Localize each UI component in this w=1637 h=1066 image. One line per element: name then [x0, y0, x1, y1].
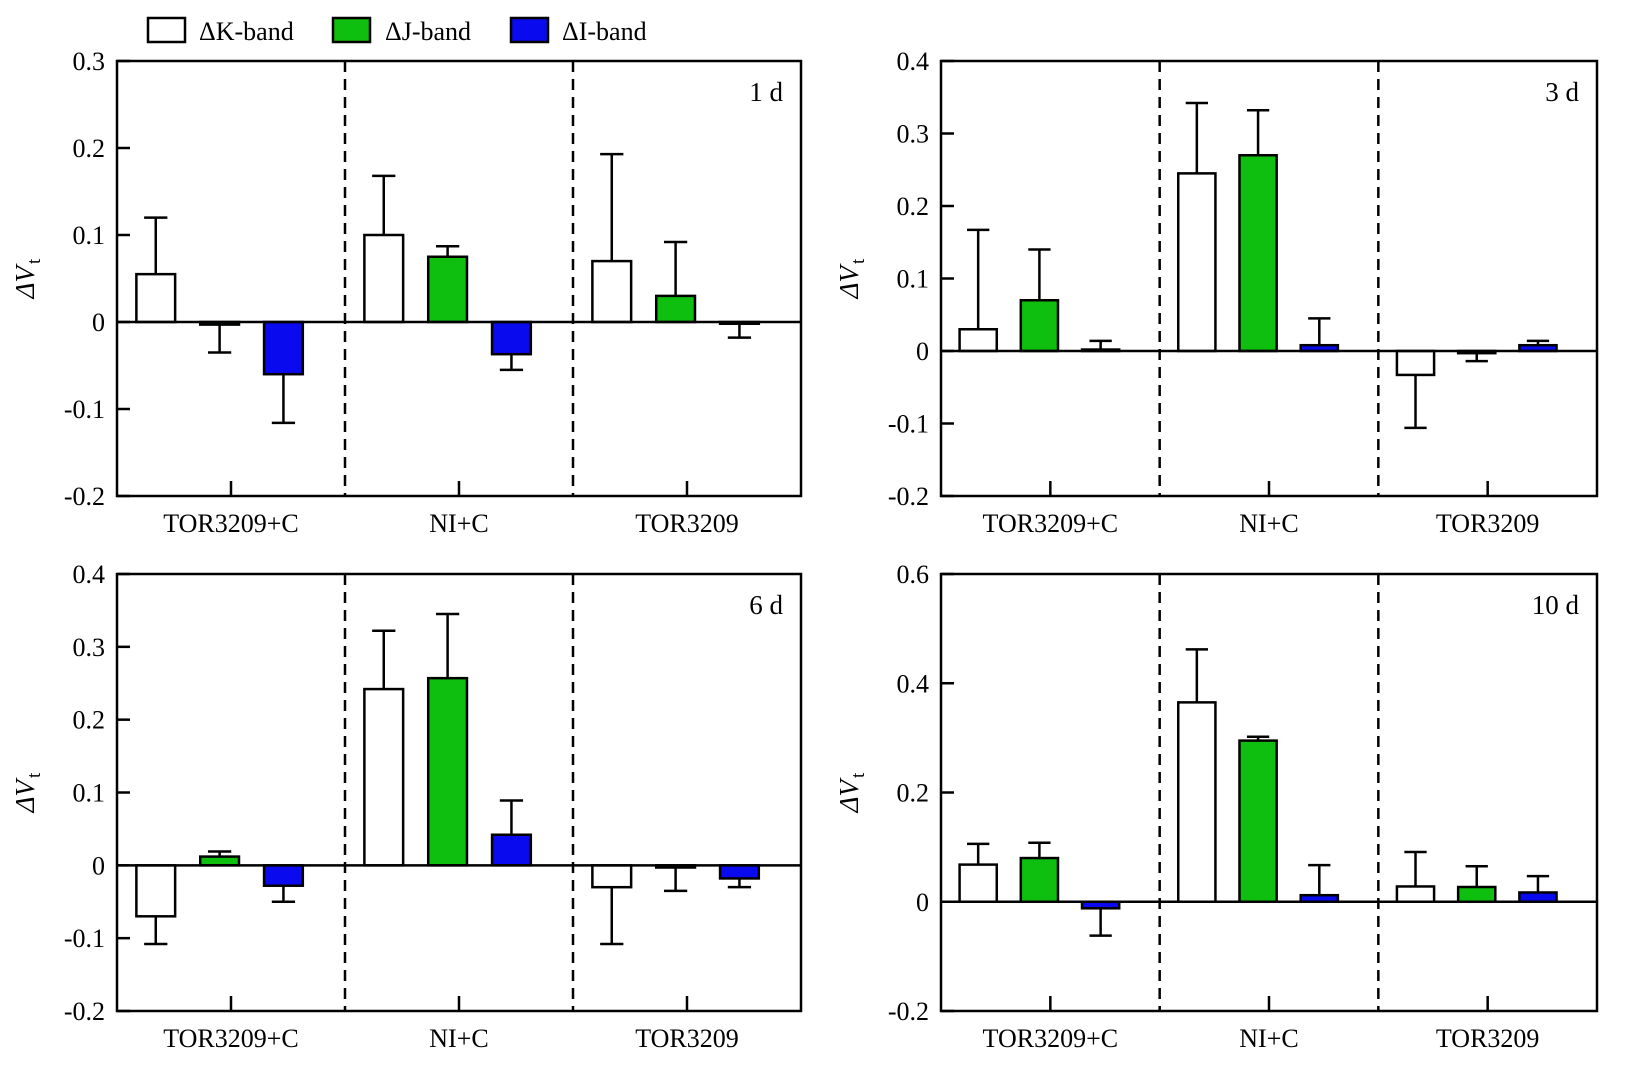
y-tick-label: -0.2 — [888, 997, 929, 1026]
y-tick-label: -0.1 — [64, 395, 105, 424]
bar-i-band-3 — [1518, 891, 1558, 903]
y-tick-label: 0 — [916, 888, 929, 917]
x-tick-label: NI+C — [429, 509, 488, 538]
y-tick-label: 0.4 — [73, 560, 106, 589]
y-tick-label: -0.2 — [888, 482, 929, 511]
y-axis-label: ΔVt — [834, 772, 869, 813]
x-tick-label: NI+C — [1239, 509, 1298, 538]
legend-item-i-band: ΔI-band — [509, 16, 647, 46]
y-tick-label: 0.3 — [73, 633, 106, 662]
x-tick-label: TOR3209+C — [983, 1024, 1119, 1053]
y-tick-label: -0.2 — [64, 997, 105, 1026]
legend-label-j-band: ΔJ-band — [385, 17, 471, 46]
y-axis-label: ΔVt — [10, 772, 45, 813]
bar-j-band-2 — [1238, 154, 1278, 353]
bar-i-band-1 — [262, 864, 305, 887]
y-tick-label: -0.1 — [64, 924, 105, 953]
x-tick-label: TOR3209 — [635, 509, 739, 538]
bar-k-band-3 — [1395, 349, 1436, 377]
panel-label: 6 d — [749, 590, 783, 620]
x-tick-label: TOR3209 — [1436, 1024, 1540, 1053]
y-tick-label: 0.2 — [73, 706, 106, 735]
bar-i-band-1 — [262, 320, 305, 376]
x-tick-label: TOR3209+C — [163, 509, 299, 538]
y-tick-label: 0.3 — [73, 47, 106, 76]
bar-k-band-1 — [958, 863, 999, 903]
y-tick-label: 0.6 — [897, 560, 930, 589]
y-axis-label-main: ΔV — [10, 262, 40, 299]
panel-label: 10 d — [1532, 590, 1580, 620]
bar-i-band-3 — [718, 864, 761, 880]
y-axis-label-subscript: t — [848, 258, 869, 264]
bar-j-band-3 — [1456, 885, 1497, 903]
y-axis-label-main: ΔV — [834, 776, 864, 813]
y-tick-label: 0.1 — [897, 265, 930, 294]
y-tick-label: 0.2 — [897, 779, 930, 808]
x-tick-label: NI+C — [1239, 1024, 1298, 1053]
y-tick-label: 0.4 — [897, 47, 930, 76]
chart-panel-1: -0.2 -0.1 0 0.1 0.2 0.3 TOR3209+C NI+C TOR3209 1 … — [10, 47, 803, 538]
bar-j-band-1 — [1019, 299, 1060, 353]
legend-item-k-band: ΔK-band — [146, 16, 294, 46]
y-axis-label-subscript: t — [24, 258, 45, 264]
y-axis-label-main: ΔV — [834, 262, 864, 299]
bar-j-band-2 — [426, 676, 469, 867]
bar-k-band-3 — [591, 259, 633, 324]
y-tick-label: -0.2 — [64, 482, 105, 511]
legend-label-k-band: ΔK-band — [199, 17, 294, 46]
y-axis-label: ΔVt — [10, 258, 45, 299]
y-axis-label-subscript: t — [24, 772, 45, 778]
x-tick-label: TOR3209 — [635, 1024, 739, 1053]
bar-k-band-3 — [591, 864, 633, 889]
panel-label: 3 d — [1545, 77, 1579, 107]
x-tick-label: TOR3209+C — [163, 1024, 299, 1053]
y-tick-label: 0.3 — [897, 120, 930, 149]
chart-panel-3: -0.2 -0.1 0 0.1 0.2 0.3 0.4 TOR3209+C NI+C TOR320… — [10, 560, 803, 1053]
bar-k-band-2 — [363, 233, 405, 324]
bar-k-band-1 — [135, 272, 177, 324]
bar-k-band-2 — [1177, 701, 1217, 904]
y-tick-label: 0.1 — [73, 779, 106, 808]
x-tick-label: NI+C — [429, 1024, 488, 1053]
bar-k-band-1 — [958, 328, 999, 353]
legend-item-j-band: ΔJ-band — [331, 16, 471, 46]
bar-j-band-3 — [654, 294, 697, 324]
legend-swatch-k-band — [146, 16, 187, 44]
legend-label-i-band: ΔI-band — [562, 17, 647, 46]
y-tick-label: 0 — [92, 851, 105, 880]
legend: ΔK-band ΔJ-band ΔI-band — [146, 16, 647, 46]
y-tick-label: 0.2 — [73, 134, 106, 163]
y-tick-label: 0.1 — [73, 221, 106, 250]
legend-swatch-j-band — [331, 16, 372, 44]
bar-j-band-2 — [1238, 739, 1278, 904]
x-tick-label: TOR3209+C — [983, 509, 1119, 538]
bar-j-band-1 — [1019, 856, 1060, 903]
bar-k-band-3 — [1395, 885, 1436, 904]
bar-i-band-2 — [490, 833, 533, 867]
y-tick-label: 0.4 — [897, 669, 930, 698]
bar-i-band-2 — [490, 320, 533, 356]
bar-k-band-2 — [1177, 172, 1217, 353]
y-tick-label: -0.1 — [888, 410, 929, 439]
bar-j-band-2 — [426, 255, 469, 324]
y-tick-label: 0.2 — [897, 192, 930, 221]
legend-swatch-i-band — [509, 16, 550, 44]
bar-j-band-1 — [198, 855, 241, 867]
panel-label: 1 d — [749, 77, 783, 107]
y-tick-label: 0 — [92, 308, 105, 337]
x-tick-label: TOR3209 — [1436, 509, 1540, 538]
chart-panel-4: -0.2 0 0.2 0.4 0.6 TOR3209+C NI+C TOR3209 10 d ΔV… — [834, 560, 1599, 1053]
bar-k-band-2 — [363, 687, 405, 867]
y-axis-label-subscript: t — [848, 772, 869, 778]
y-axis-label-main: ΔV — [10, 776, 40, 813]
y-tick-label: 0 — [916, 337, 929, 366]
bar-k-band-1 — [135, 864, 177, 918]
chart-panel-2: -0.2 -0.1 0 0.1 0.2 0.3 0.4 TOR3209+C NI+C TOR320… — [834, 47, 1599, 538]
y-axis-label: ΔVt — [834, 258, 869, 299]
